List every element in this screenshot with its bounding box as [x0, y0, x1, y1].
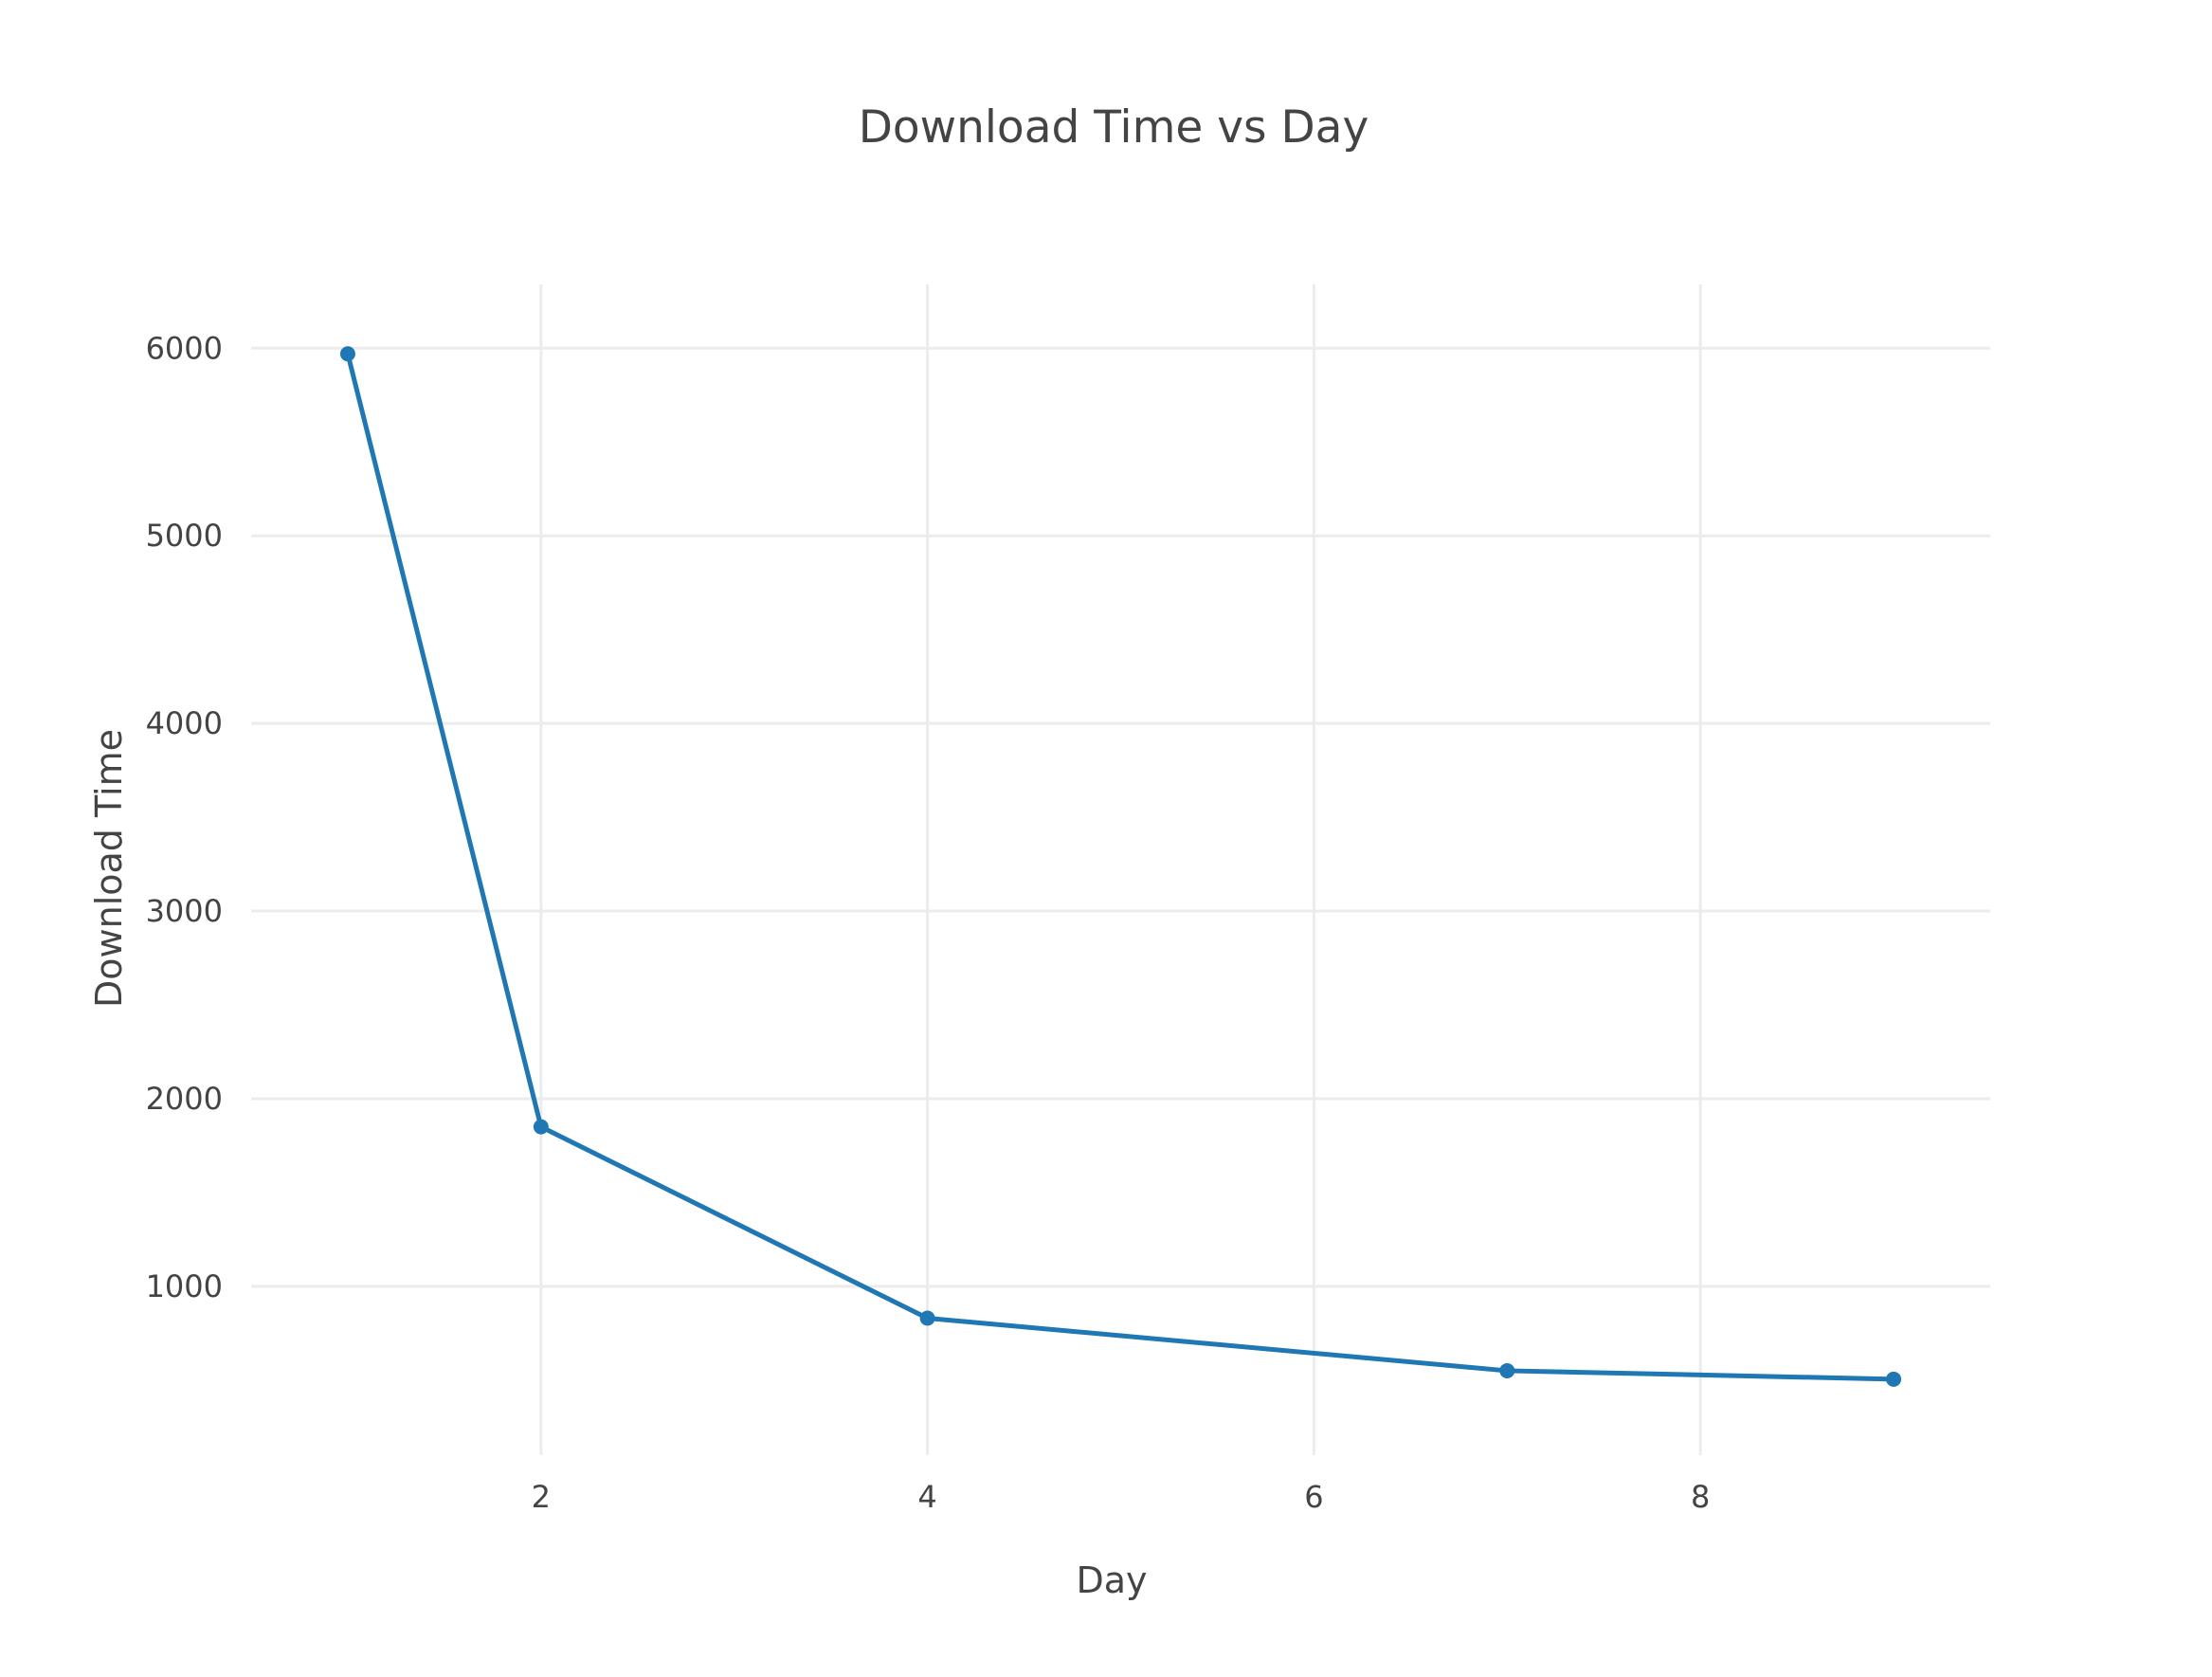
- data-point: [339, 346, 355, 362]
- chart-title: Download Time vs Day: [859, 101, 1369, 154]
- x-tick-label: 2: [532, 1479, 551, 1515]
- y-axis-ticks: 1000 2000 3000 4000 5000 6000: [146, 330, 223, 1304]
- x-tick-label: 4: [917, 1479, 936, 1515]
- x-axis-title: Day: [1076, 1559, 1147, 1601]
- series-layer: [339, 346, 1902, 1387]
- y-tick-label: 2000: [146, 1081, 223, 1117]
- grid: [251, 284, 1990, 1455]
- y-tick-label: 4000: [146, 705, 223, 741]
- data-point: [1886, 1371, 1902, 1387]
- x-axis-ticks: 2 4 6 8: [532, 1479, 1711, 1515]
- y-axis-title: Download Time: [88, 729, 130, 1008]
- data-point: [1499, 1362, 1515, 1378]
- series-line: [345, 351, 1896, 1382]
- data-point: [919, 1310, 935, 1326]
- y-tick-label: 5000: [146, 518, 223, 554]
- data-point: [533, 1119, 549, 1135]
- y-tick-label: 6000: [146, 330, 223, 366]
- y-tick-label: 3000: [146, 893, 223, 929]
- y-tick-label: 1000: [146, 1268, 223, 1304]
- x-tick-label: 6: [1304, 1479, 1323, 1515]
- x-tick-label: 8: [1691, 1479, 1710, 1515]
